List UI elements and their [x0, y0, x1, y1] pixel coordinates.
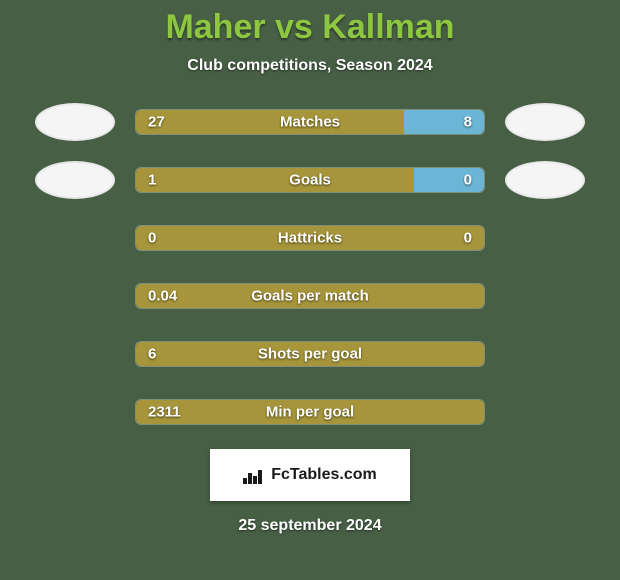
stat-bar: 27 8 Matches	[135, 109, 485, 135]
stat-value-right: 0	[464, 230, 472, 247]
avatar-spacer	[505, 219, 585, 257]
stat-rows: 27 8 Matches 1 0 Goals 0 0 Hattricks 0.04 Goals pe…	[0, 103, 620, 431]
avatar-spacer	[35, 393, 115, 431]
stat-row: 0 0 Hattricks	[0, 219, 620, 257]
bar-segment-right	[404, 110, 484, 134]
stat-value-left: 0.04	[148, 288, 177, 305]
stat-label: Goals	[289, 172, 331, 189]
page-title: Maher vs Kallman	[0, 0, 620, 47]
stat-bar: 1 0 Goals	[135, 167, 485, 193]
stat-value-left: 6	[148, 346, 156, 363]
bar-segment-left	[136, 168, 414, 192]
stat-label: Matches	[280, 114, 340, 131]
stat-row: 2311 Min per goal	[0, 393, 620, 431]
stat-row: 1 0 Goals	[0, 161, 620, 199]
stat-value-right: 8	[464, 114, 472, 131]
player-right-avatar	[505, 161, 585, 199]
stat-bar: 6 Shots per goal	[135, 341, 485, 367]
stat-row: 0.04 Goals per match	[0, 277, 620, 315]
bar-chart-icon	[243, 466, 265, 484]
stat-value-left: 27	[148, 114, 165, 131]
stat-bar: 0 0 Hattricks	[135, 225, 485, 251]
stat-value-left: 1	[148, 172, 156, 189]
stat-value-left: 0	[148, 230, 156, 247]
player-left-avatar	[35, 161, 115, 199]
stat-label: Min per goal	[266, 404, 354, 421]
avatar-spacer	[505, 393, 585, 431]
source-badge-text: FcTables.com	[271, 466, 377, 484]
stat-bar: 0.04 Goals per match	[135, 283, 485, 309]
stat-label: Goals per match	[251, 288, 369, 305]
avatar-spacer	[505, 277, 585, 315]
stat-row: 6 Shots per goal	[0, 335, 620, 373]
avatar-spacer	[35, 277, 115, 315]
subtitle: Club competitions, Season 2024	[0, 57, 620, 75]
stat-label: Hattricks	[278, 230, 342, 247]
stat-row: 27 8 Matches	[0, 103, 620, 141]
avatar-spacer	[505, 335, 585, 373]
stat-value-left: 2311	[148, 404, 181, 421]
date-label: 25 september 2024	[0, 517, 620, 535]
source-badge: FcTables.com	[210, 449, 410, 501]
avatar-spacer	[35, 219, 115, 257]
stat-bar: 2311 Min per goal	[135, 399, 485, 425]
bar-segment-right	[414, 168, 484, 192]
bar-segment-left	[136, 110, 404, 134]
avatar-spacer	[35, 335, 115, 373]
player-left-avatar	[35, 103, 115, 141]
stat-label: Shots per goal	[258, 346, 362, 363]
stat-value-right: 0	[464, 172, 472, 189]
player-right-avatar	[505, 103, 585, 141]
